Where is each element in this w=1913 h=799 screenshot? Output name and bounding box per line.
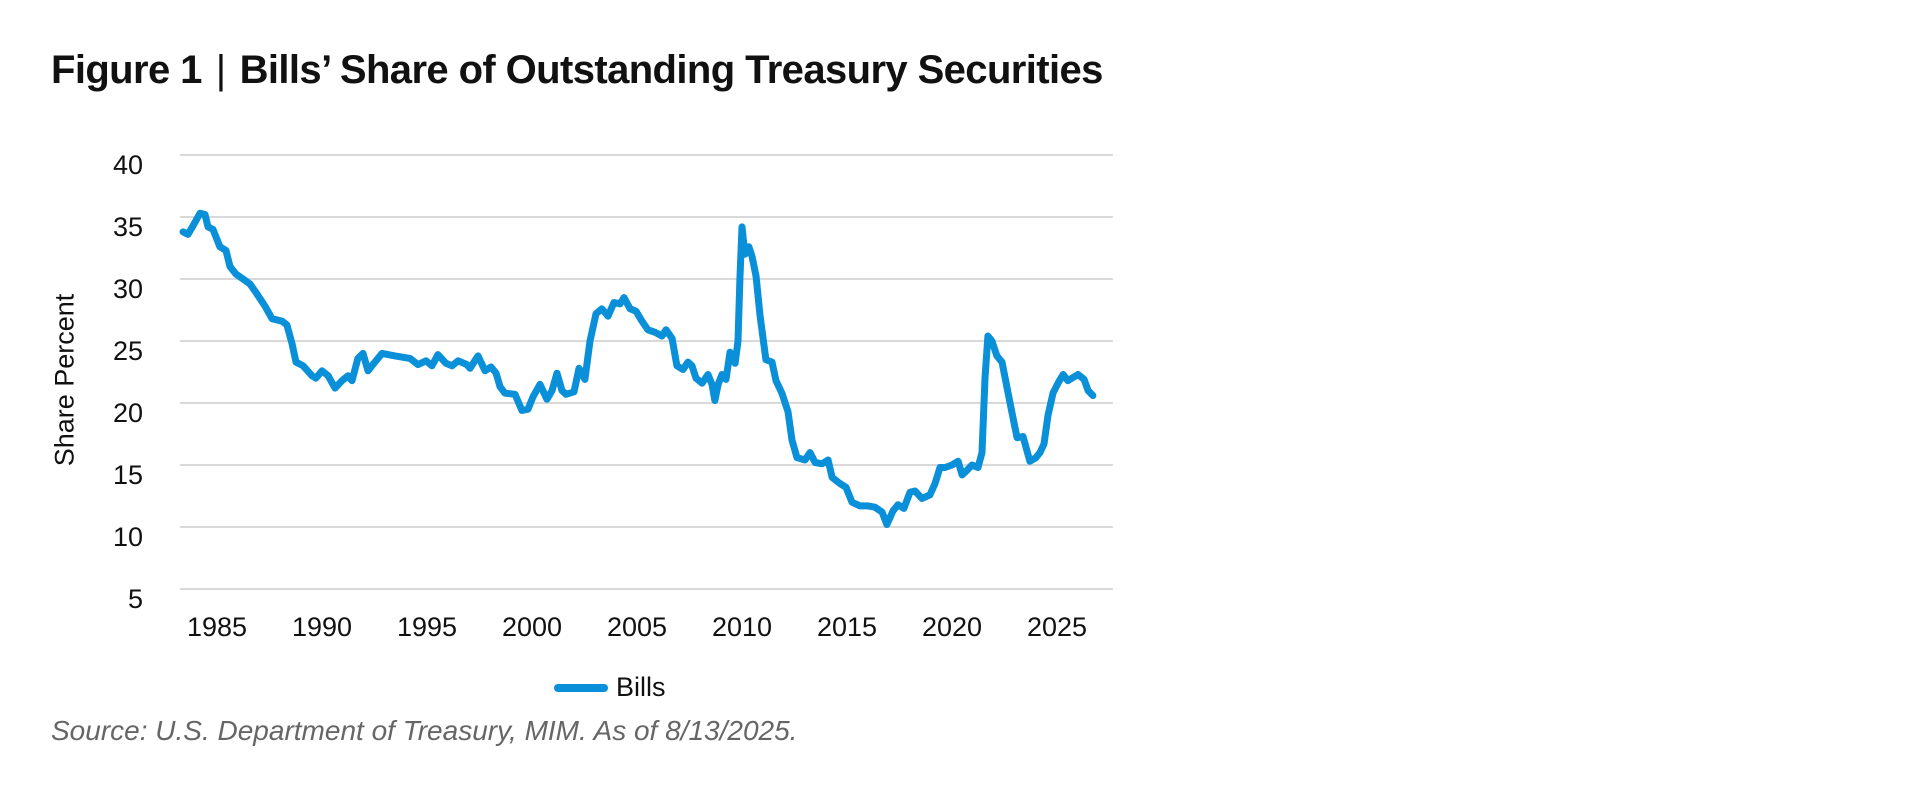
y-axis-ticks: 5 10 15 20 25 30 35 40 bbox=[113, 150, 143, 614]
legend: Bills bbox=[554, 672, 666, 703]
y-tick-label: 5 bbox=[128, 584, 143, 614]
x-tick-label: 1990 bbox=[292, 612, 352, 642]
x-tick-label: 1985 bbox=[187, 612, 247, 642]
figure-title: Bills’ Share of Outstanding Treasury Sec… bbox=[239, 48, 1104, 92]
y-tick-label: 15 bbox=[113, 460, 143, 490]
y-tick-label: 40 bbox=[113, 150, 143, 180]
legend-label-bills: Bills bbox=[616, 672, 666, 702]
source-note: Source: U.S. Department of Treasury, MIM… bbox=[51, 715, 798, 746]
x-tick-label: 2005 bbox=[607, 612, 667, 642]
y-tick-label: 10 bbox=[113, 522, 143, 552]
title-separator: | bbox=[215, 48, 226, 92]
x-tick-label: 2000 bbox=[502, 612, 562, 642]
chart-title: Figure 1 | Bills’ Share of Outstanding Tre… bbox=[51, 48, 1103, 93]
y-tick-label: 25 bbox=[113, 336, 143, 366]
x-axis-ticks: 1985 1990 1995 2000 2005 2010 2015 2020 2025 bbox=[187, 612, 1087, 642]
y-tick-label: 30 bbox=[113, 274, 143, 304]
bills-series-line bbox=[179, 209, 1097, 528]
y-tick-label: 20 bbox=[113, 398, 143, 428]
x-tick-label: 2020 bbox=[922, 612, 982, 642]
x-tick-label: 2015 bbox=[817, 612, 877, 642]
legend-line-swatch-icon bbox=[554, 683, 608, 692]
y-axis-label: Share Percent bbox=[49, 293, 80, 467]
x-tick-label: 1995 bbox=[397, 612, 457, 642]
x-tick-label: 2010 bbox=[712, 612, 772, 642]
x-tick-label: 2025 bbox=[1027, 612, 1087, 642]
gridlines bbox=[180, 154, 1113, 590]
figure-label: Figure 1 bbox=[51, 48, 202, 92]
y-tick-label: 35 bbox=[113, 212, 143, 242]
